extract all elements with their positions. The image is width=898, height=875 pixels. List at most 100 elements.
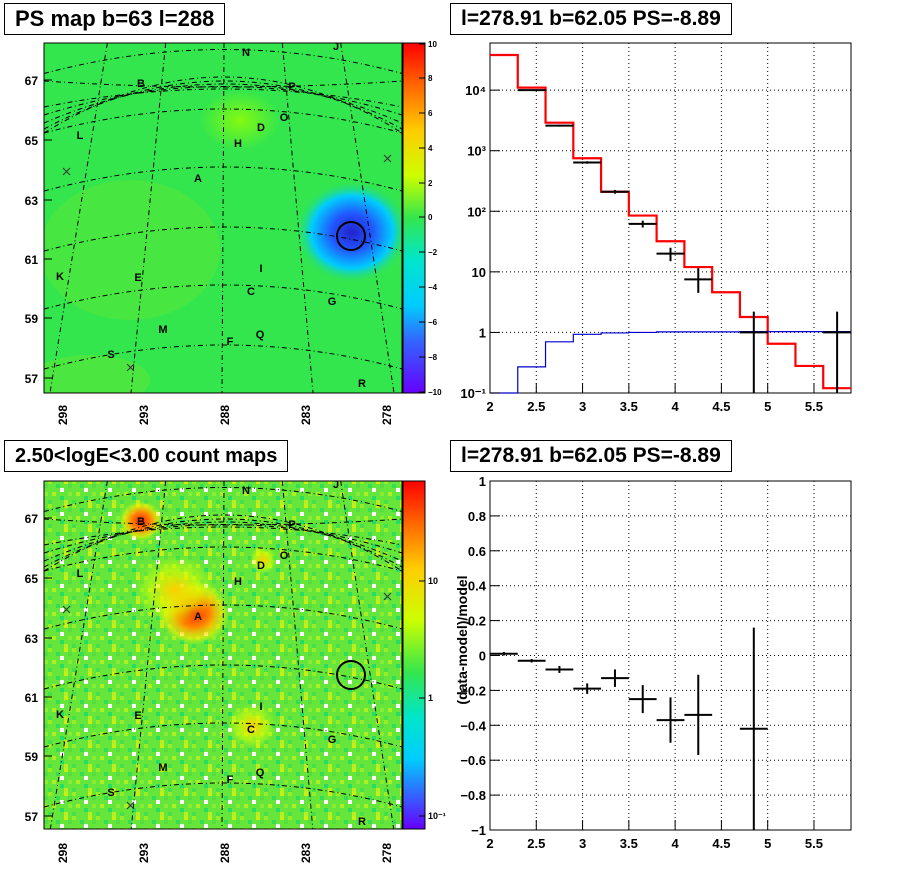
latitude-line (44, 226, 402, 252)
y-tick-label: 0.4 (468, 579, 487, 594)
longitude-line (281, 43, 314, 393)
y-tick-label: 10⁻¹ (460, 386, 486, 401)
ps-map-grid (44, 43, 402, 393)
residual-grid (490, 481, 851, 830)
source-label-s: S (107, 787, 114, 799)
x-tick-label: 298 (56, 405, 70, 425)
colorbar-tick-label: 2 (428, 179, 433, 188)
longitude-line (221, 481, 225, 829)
ps-map-texture (44, 355, 150, 393)
x-tick-label: 278 (380, 405, 394, 425)
x-tick-label: 283 (299, 405, 313, 425)
ps-map-x-ticks: 298 293 288 283 278 (56, 405, 394, 425)
colorbar-tick-label: −4 (428, 283, 438, 292)
source-label-d: D (257, 560, 265, 572)
source-label-m: M (158, 324, 167, 336)
source-label-o: O (280, 550, 289, 562)
cross-markers (62, 154, 392, 372)
residual-axes: 2 2.5 3 3.5 4 4.5 5 5.5 −1 −0.8 −0.6 −0.4 −0.2 0 0.2 0.… (460, 474, 823, 851)
x-tick-label: 3 (579, 399, 586, 414)
colorbar-tick-label: 6 (428, 109, 433, 118)
latitude-line (44, 344, 402, 370)
colorbar-tick-label: −8 (428, 353, 438, 362)
source-label-b: B (137, 516, 145, 528)
y-tick-label: 67 (25, 512, 39, 526)
count-colorbar-ticks: 10 1 10⁻¹ (419, 576, 446, 821)
source-label-j: J (333, 41, 339, 53)
latitude-line (44, 88, 402, 108)
source-label-c: C (247, 724, 255, 736)
y-tick-label: 1 (479, 325, 486, 340)
ps-map-source-labels: A B C D E F G H I J K L M N O P Q R S (56, 41, 366, 390)
source-label-k: K (56, 709, 64, 721)
source-label-g: G (328, 296, 337, 308)
count-map-x-ticks: 298 293 288 283 278 (56, 843, 394, 863)
count-blob-b (119, 501, 163, 541)
latitude-line (44, 782, 402, 808)
x-tick-label: 5 (764, 836, 771, 851)
latitude-line (44, 284, 402, 310)
source-label-s: S (107, 349, 114, 361)
colorbar-tick-label: 8 (428, 74, 433, 83)
residual-panel: 2 2.5 3 3.5 4 4.5 5 5.5 −1 −0.8 −0.6 −0.4 −0.2 0 0.2 0.… (454, 474, 852, 851)
residual-y-axis-label: (data-model)/model (454, 575, 470, 704)
y-tick-label: 57 (25, 372, 39, 386)
latitude-line (44, 76, 402, 134)
model-step-line (490, 53, 851, 390)
y-tick-label: −0.6 (460, 753, 486, 768)
x-tick-label: 5.5 (805, 836, 823, 851)
source-label-b: B (137, 78, 145, 90)
spectrum-title: l=278.91 b=62.05 PS=-8.89 (450, 3, 732, 35)
x-tick-label: 293 (137, 405, 151, 425)
x-tick-label: 283 (299, 843, 313, 863)
latitude-line (44, 166, 402, 192)
source-label-c: C (247, 286, 255, 298)
count-blob-d (249, 546, 277, 574)
spectrum-axes: 2 2.5 3 3.5 4 4.5 5 5.5 10⁻¹ 1 10 10² 10³ 10⁴ (460, 83, 823, 414)
x-tick-label: 3.5 (620, 836, 638, 851)
ps-colorbar-ticks: 10 8 6 4 2 0 −2 −4 −6 −8 −10 (419, 40, 442, 397)
colorbar-tick-label: 10 (428, 576, 438, 586)
colorbar-tick-label: −10 (428, 388, 442, 397)
y-tick-label: 0.6 (468, 544, 486, 559)
x-tick-label: 288 (218, 405, 232, 425)
count-map-y-ticks: 57 59 61 63 65 67 (25, 512, 52, 824)
latitude-line (44, 487, 402, 512)
y-tick-label: 1 (479, 474, 486, 489)
spectrum-panel: 2 2.5 3 3.5 4 4.5 5 5.5 10⁻¹ 1 10 10² 10³ 10⁴ (460, 42, 852, 414)
x-tick-label: 288 (218, 843, 232, 863)
source-label-a: A (194, 611, 202, 623)
source-label-h: H (234, 138, 242, 150)
latitude-line (44, 521, 402, 562)
source-label-l: L (77, 130, 84, 142)
y-tick-label: 61 (25, 253, 39, 267)
x-tick-label: 4 (672, 399, 680, 414)
y-tick-label: 65 (25, 134, 39, 148)
ps-colorbar (402, 42, 426, 394)
x-tick-label: 4 (672, 836, 680, 851)
source-label-i: I (259, 701, 262, 713)
source-label-n: N (242, 485, 250, 497)
colorbar-tick-label: −2 (428, 248, 438, 257)
source-label-o: O (280, 112, 289, 124)
ps-map-texture (44, 180, 220, 320)
colorbar-tick-label: 0 (428, 213, 433, 222)
y-tick-label: 65 (25, 572, 39, 586)
marked-position-circle (336, 221, 366, 251)
source-label-e: E (134, 272, 141, 284)
y-tick-label: −0.2 (460, 683, 486, 698)
source-label-n: N (242, 47, 250, 59)
count-colorbar (402, 480, 426, 830)
latitude-line (44, 526, 402, 546)
cross-markers (62, 592, 392, 810)
source-label-h: H (234, 576, 242, 588)
ps-map-title: PS map b=63 l=288 (4, 3, 226, 35)
y-tick-label: −0.4 (460, 718, 486, 733)
source-label-k: K (56, 271, 64, 283)
source-label-r: R (358, 816, 366, 828)
latitude-line (44, 664, 402, 690)
source-label-r: R (358, 378, 366, 390)
spectrum-frame (489, 42, 852, 394)
